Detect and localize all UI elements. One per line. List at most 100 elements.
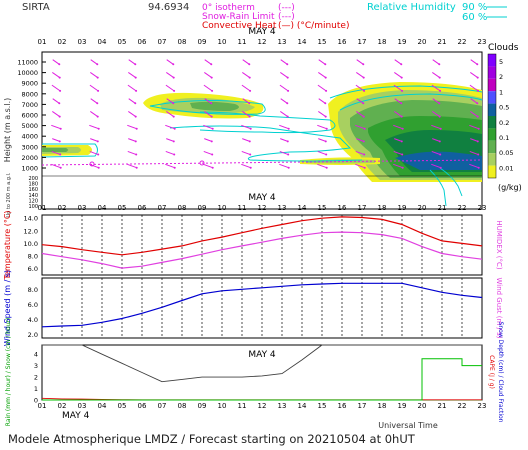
ytick-label: 12.0 bbox=[24, 227, 38, 235]
cloud-scale-label: 0.5 bbox=[499, 104, 509, 112]
wind-arrow-head bbox=[286, 115, 289, 118]
rh-level-60: 60 % bbox=[462, 12, 487, 23]
wind-arrow-head bbox=[286, 102, 289, 105]
wind-arrow bbox=[318, 98, 326, 104]
wind-arrow-head bbox=[324, 76, 327, 79]
hour-axis-bottom: 01 02 03 04 05 06 07 08 09 10 11 12 13 14 15 16 17 18 19 20… bbox=[38, 402, 487, 410]
hour-tick-label: 21 bbox=[438, 204, 447, 212]
rain-chart bbox=[41, 344, 482, 401]
wind-arrow bbox=[51, 84, 61, 92]
freezing-level-marker-1 bbox=[89, 161, 95, 167]
wind-arrow-head bbox=[248, 102, 251, 105]
clouds-ytick-label: 8000 bbox=[21, 90, 38, 98]
hour-tick-label: 05 bbox=[118, 38, 127, 46]
wind-arrow-head bbox=[439, 89, 442, 92]
wind-arrow bbox=[204, 59, 212, 65]
hour-tick-label: 07 bbox=[158, 38, 167, 46]
wind-arrow bbox=[470, 138, 478, 142]
wind-arrow-head bbox=[248, 115, 251, 118]
wind-arrow-head bbox=[97, 127, 100, 130]
wind-arrow bbox=[52, 98, 60, 104]
wind-arrow-head bbox=[477, 153, 480, 156]
wind-arrow bbox=[432, 111, 440, 117]
wind-arrow-head bbox=[210, 76, 213, 79]
rain-y-axis: 4 3 2 1 0 bbox=[34, 351, 38, 405]
wind-arrow-head bbox=[362, 140, 365, 143]
wind-arrow-head bbox=[362, 102, 365, 105]
wind-arrows bbox=[51, 59, 480, 169]
wind-arrow bbox=[242, 98, 250, 104]
wind-arrow bbox=[432, 138, 440, 142]
wind-arrow-head bbox=[324, 63, 327, 66]
clouds-ylabel-low: Up to 200 m a.g.l. bbox=[6, 172, 12, 217]
wind-arrow-head bbox=[249, 89, 252, 92]
wind-arrow-head bbox=[362, 76, 365, 79]
wind-arrow-head bbox=[476, 140, 479, 143]
wind-arrow-head bbox=[134, 102, 137, 105]
wind-arrow-head bbox=[58, 63, 61, 66]
wind-arrow bbox=[470, 72, 478, 78]
ytick-label: 8.0 bbox=[28, 253, 38, 261]
hour-tick-label: 11 bbox=[238, 204, 247, 212]
wind-arrow bbox=[241, 124, 251, 130]
legend-item-sample: (---) bbox=[278, 12, 295, 22]
wind-arrow-head bbox=[438, 76, 441, 79]
wind-arrow bbox=[356, 98, 364, 104]
wind-arrow-head bbox=[173, 89, 176, 92]
wind-arrow bbox=[355, 163, 365, 169]
wind-arrow bbox=[128, 138, 136, 142]
wind-arrow bbox=[470, 59, 478, 65]
wind-arrow bbox=[394, 72, 402, 78]
hour-tick-label: 16 bbox=[338, 402, 347, 410]
wind-arrow bbox=[241, 150, 251, 156]
clouds-ytick-low-label: 120 bbox=[28, 198, 38, 204]
wind-arrow-head bbox=[287, 89, 290, 92]
clouds-ytick-low-label: 200 bbox=[28, 176, 38, 182]
series-line bbox=[42, 344, 482, 383]
wind-arrow bbox=[280, 98, 288, 104]
wind-arrow bbox=[90, 72, 98, 78]
wind-arrow bbox=[394, 59, 402, 65]
wind-arrow-head bbox=[325, 166, 328, 169]
wind-arrow bbox=[356, 138, 364, 142]
wind-arrow-head bbox=[135, 127, 138, 130]
clouds-ytick-label: 3000 bbox=[21, 143, 38, 151]
hour-tick-label: 10 bbox=[218, 204, 227, 212]
wind-arrow bbox=[279, 150, 289, 156]
cloud-scale-bar: 5 2 1 0.5 0.2 0.1 0.05 0.01 bbox=[487, 53, 513, 179]
wind-arrow-head bbox=[58, 102, 61, 105]
wind-arrow-head bbox=[477, 166, 480, 169]
wind-arrow bbox=[280, 59, 288, 65]
wind-arrow bbox=[280, 138, 288, 142]
hour-tick-label: 11 bbox=[238, 38, 247, 46]
wind-arrow-head bbox=[476, 115, 479, 118]
cloud-scale-swatch bbox=[488, 66, 496, 79]
wind-arrow-head bbox=[210, 115, 213, 118]
wind-arrow bbox=[279, 163, 289, 169]
cloud-scale-swatch bbox=[488, 153, 496, 166]
wind-arrow-head bbox=[210, 140, 213, 143]
clouds-ytick-label: 9000 bbox=[21, 80, 38, 88]
wind-arrow bbox=[166, 59, 174, 65]
hour-tick-label: 20 bbox=[418, 204, 427, 212]
hour-tick-label: 22 bbox=[458, 204, 467, 212]
wind-arrow-head bbox=[134, 140, 137, 143]
wind-arrow-head bbox=[324, 115, 327, 118]
date-label-bottom-inner: MAY 4 bbox=[248, 350, 276, 360]
hour-tick-label: 05 bbox=[118, 204, 127, 212]
wind-arrow-head bbox=[438, 115, 441, 118]
wind-arrow bbox=[203, 124, 213, 130]
hour-tick-label: 12 bbox=[258, 204, 267, 212]
hour-tick-label: 19 bbox=[398, 204, 407, 212]
hour-tick-label: 20 bbox=[418, 402, 427, 410]
hour-tick-label: 07 bbox=[158, 204, 167, 212]
wind-arrow-head bbox=[325, 89, 328, 92]
freezing-level-line bbox=[41, 159, 483, 166]
hour-axis-top: 01 02 03 04 05 06 07 08 09 10 11 12 13 14 15 16 17 18 19 20… bbox=[38, 38, 487, 46]
clouds-ytick-label: 1000 bbox=[21, 165, 38, 173]
date-label-top: MAY 4 bbox=[248, 27, 276, 37]
hour-tick-label: 16 bbox=[338, 38, 347, 46]
ytick-label: 10.0 bbox=[24, 240, 38, 248]
rain-ytick-label: 3 bbox=[34, 362, 38, 370]
